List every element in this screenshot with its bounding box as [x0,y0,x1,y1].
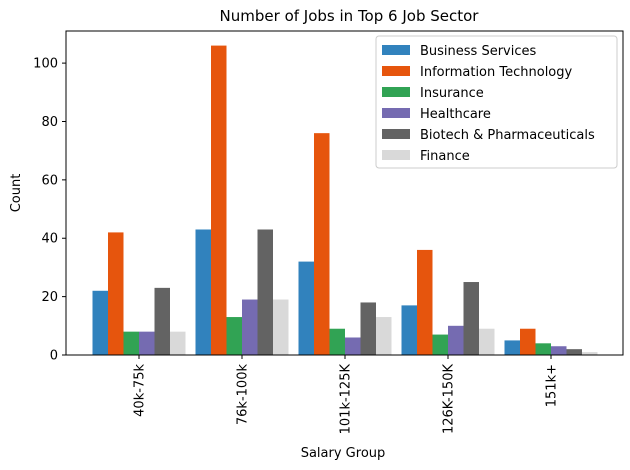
bar [108,232,124,355]
legend-swatch [382,108,410,118]
x-axis: 40k-75k 76k-100k 101k-125K 126K-150K 151k+ [133,355,560,434]
bar [376,317,392,355]
bar [551,346,567,355]
legend: Business Services Information Technology I… [375,35,618,169]
bar [329,328,345,355]
legend-box [375,35,618,169]
x-tick-label: 40k-75k [133,364,148,417]
legend-swatch [382,45,410,55]
legend-swatch [382,150,410,160]
chart-title: Number of Jobs in Top 6 Job Sector [220,7,480,25]
legend-swatch [382,87,410,97]
bar [432,334,448,355]
bar [417,249,433,355]
legend-swatch [382,66,410,76]
bar [520,328,536,355]
bar [123,331,139,355]
legend-label: Healthcare [420,107,491,122]
x-tick-label: 151k+ [545,364,560,407]
x-tick-label: 76k-100k [236,364,251,426]
legend-label: Business Services [420,44,537,59]
bar [226,317,242,355]
legend-label: Insurance [420,86,484,101]
legend-label: Finance [420,149,470,164]
bar [360,302,376,355]
bar [401,305,417,355]
bar [463,282,479,355]
bar [92,290,108,355]
bar [195,229,211,355]
y-tick-label: 20 [41,290,58,305]
x-tick-label: 126K-150K [442,364,457,434]
bar [566,349,582,355]
y-axis: 0 20 40 60 80 100 [33,57,66,364]
y-tick-label: 40 [41,232,58,247]
plot-frame [65,30,624,356]
bar [314,133,330,355]
y-tick-label: 80 [41,115,58,130]
bar [273,299,289,355]
bar [139,331,155,355]
x-axis-title: Salary Group [301,446,386,461]
bar [582,352,598,355]
bar [242,299,258,355]
bar [170,331,186,355]
legend-label: Biotech & Pharmaceuticals [420,128,595,143]
bar [298,261,314,355]
y-tick-label: 0 [50,349,58,364]
y-tick-label: 100 [33,57,58,72]
bar [257,229,273,355]
bar [154,287,170,355]
bar [345,337,361,355]
bar [504,340,520,355]
legend-label: Information Technology [420,65,573,80]
y-axis-title: Count [9,174,24,213]
bars-layer [92,45,598,356]
bar [448,325,464,355]
x-tick-label: 101k-125K [339,364,354,435]
y-tick-label: 60 [41,173,58,188]
bar [535,343,551,355]
bar [479,328,495,355]
legend-swatch [382,129,410,139]
bar [211,45,227,356]
